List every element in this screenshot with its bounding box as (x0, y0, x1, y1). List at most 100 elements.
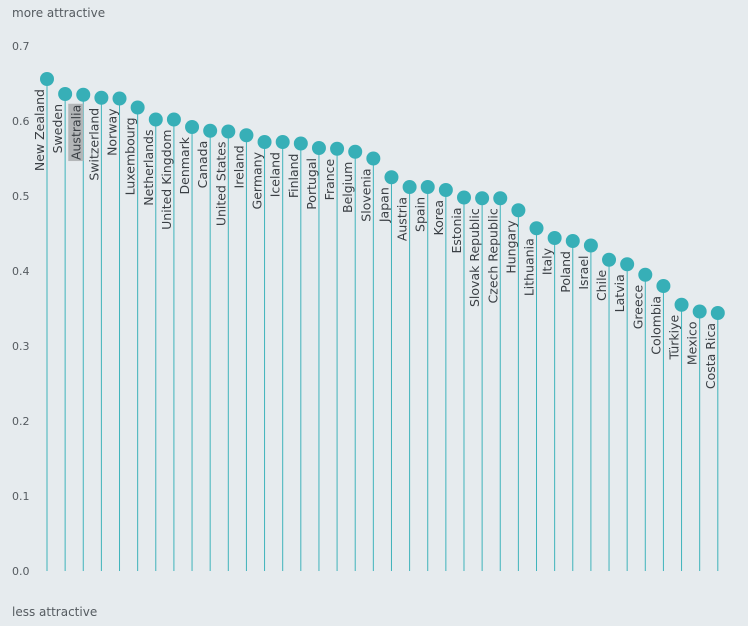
axis-label-less-attractive: less attractive (12, 605, 97, 619)
lollipop-point[interactable] (456, 190, 471, 205)
lollipop-point[interactable] (674, 297, 689, 312)
country-label: United Kingdom (159, 130, 174, 230)
lollipop-point[interactable] (638, 267, 653, 282)
y-axis-ticks: 0.0 0.1 0.2 0.3 0.4 0.5 0.6 0.7 (12, 40, 30, 578)
lollipop-point[interactable] (384, 170, 399, 185)
country-label-group: Greece (630, 284, 645, 329)
country-label-group: Lithuania (522, 238, 537, 296)
lollipop-point[interactable] (40, 72, 54, 86)
lollipop-point[interactable] (493, 191, 508, 206)
lollipop-point[interactable] (511, 203, 526, 218)
lollipop-point[interactable] (366, 151, 381, 166)
y-tick-label: 0.5 (12, 190, 30, 203)
lollipop-point[interactable] (221, 124, 236, 139)
lollipop-point[interactable] (583, 238, 598, 253)
lollipop-point[interactable] (620, 257, 635, 272)
country-label: Switzerland (86, 108, 101, 181)
lollipop-point[interactable] (76, 87, 91, 102)
country-label-group: Latvia (612, 274, 627, 312)
country-label: Iceland (268, 152, 283, 197)
lollipop-point[interactable] (185, 120, 200, 134)
country-label-group: Portugal (304, 158, 319, 210)
country-label: Netherlands (141, 130, 156, 206)
country-label-group: United Kingdom (159, 130, 174, 230)
country-label: Costa Rica (703, 323, 718, 389)
country-label: New Zealand (32, 89, 47, 171)
lollipop-point[interactable] (257, 135, 272, 149)
country-label-group: Slovak Republic (467, 208, 482, 307)
country-label-group: Spain (413, 197, 428, 232)
lollipop-point[interactable] (475, 191, 490, 206)
y-tick-label: 0.1 (12, 490, 30, 503)
country-label: Mexico (685, 322, 700, 366)
country-label: Japan (376, 187, 391, 223)
country-label: Türkiye (667, 314, 682, 360)
country-label-group: Poland (558, 251, 573, 293)
lollipop-point[interactable] (692, 304, 707, 319)
lollipop-point[interactable] (710, 306, 725, 320)
lollipop-point[interactable] (239, 128, 254, 143)
country-label: Luxembourg (123, 118, 138, 196)
lollipop-point[interactable] (94, 90, 109, 105)
country-label-group: Sweden (50, 104, 65, 153)
lollipop-point[interactable] (565, 234, 580, 248)
country-label: Poland (558, 251, 573, 293)
y-tick-label: 0.4 (12, 265, 30, 278)
country-label: Chile (594, 269, 609, 301)
lollipop-point[interactable] (402, 180, 417, 194)
country-label: Slovenia (358, 169, 373, 222)
country-label: Spain (413, 197, 428, 232)
country-label: Australia (68, 105, 83, 160)
lollipop-point[interactable] (112, 91, 127, 106)
country-label-group: Switzerland (86, 108, 101, 181)
lollipop-point[interactable] (275, 135, 290, 149)
axis-label-more-attractive: more attractive (12, 6, 105, 20)
country-label: Ireland (231, 145, 246, 188)
country-label: Colombia (648, 296, 663, 355)
lollipop-point[interactable] (438, 183, 453, 197)
chart-marks: New Zealand Sweden Australia Switzerland Nor… (32, 72, 725, 571)
country-label-group: Slovenia (358, 169, 373, 222)
country-label: Greece (630, 284, 645, 329)
lollipop-point[interactable] (330, 141, 345, 156)
lollipop-point[interactable] (348, 144, 363, 159)
lollipop-point[interactable] (293, 136, 308, 151)
country-label-group: Italy (540, 247, 555, 275)
country-label-group: Denmark (177, 136, 192, 194)
lollipop-point[interactable] (203, 123, 218, 138)
country-label: United States (213, 142, 228, 227)
country-label: Czech Republic (485, 208, 500, 303)
country-label: Lithuania (522, 238, 537, 296)
country-label-group: Mexico (685, 322, 700, 366)
country-label: Hungary (503, 220, 518, 274)
country-label-group: Norway (105, 108, 120, 156)
lollipop-point[interactable] (529, 221, 544, 236)
country-label-group: Costa Rica (703, 323, 718, 389)
y-tick-label: 0.0 (12, 565, 30, 578)
country-label-group: Czech Republic (485, 208, 500, 303)
lollipop-point[interactable] (547, 231, 562, 245)
country-label-group: Hungary (503, 220, 518, 274)
country-label: Portugal (304, 158, 319, 210)
y-tick-label: 0.6 (12, 115, 30, 128)
country-label-group: United States (213, 142, 228, 227)
country-label-group: Iceland (268, 152, 283, 197)
country-label: Italy (540, 247, 555, 275)
lollipop-point[interactable] (656, 279, 671, 293)
country-label: Belgium (340, 162, 355, 213)
country-label: Norway (105, 108, 120, 156)
country-label-group: Germany (250, 151, 265, 209)
country-label: Estonia (449, 208, 464, 254)
lollipop-point[interactable] (130, 100, 145, 115)
lollipop-point[interactable] (166, 112, 181, 127)
country-label: Germany (250, 151, 265, 209)
country-label-group: New Zealand (32, 89, 47, 171)
lollipop-point[interactable] (420, 180, 435, 194)
country-label-group: Türkiye (667, 314, 682, 360)
lollipop-point[interactable] (602, 252, 617, 267)
country-label: Austria (395, 197, 410, 241)
lollipop-point[interactable] (58, 87, 73, 101)
country-label-group: Canada (195, 141, 210, 189)
lollipop-point[interactable] (311, 141, 326, 155)
lollipop-point[interactable] (148, 112, 163, 127)
